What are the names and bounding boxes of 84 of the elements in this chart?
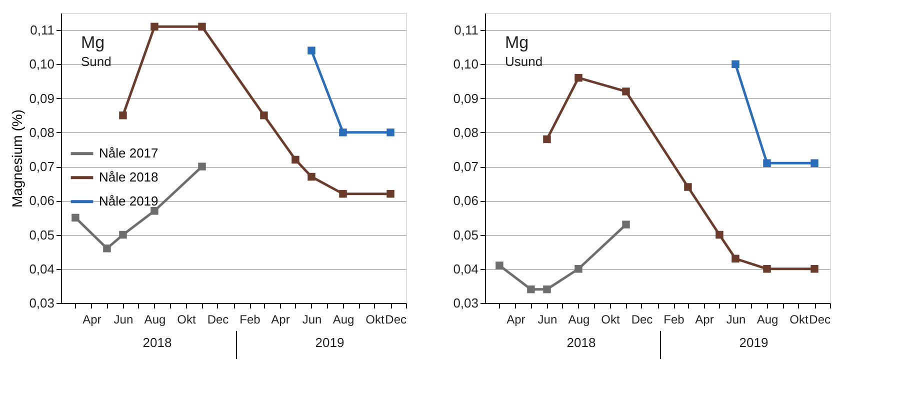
y-tick-label: 0,07: [29, 159, 54, 174]
point: [810, 159, 818, 167]
legend-label: Nåle 2019: [99, 194, 158, 209]
point: [339, 128, 347, 136]
x-tick-label: Aug: [144, 312, 166, 326]
y-tick-label: 0,04: [29, 261, 54, 276]
legend-label: Nåle 2018: [99, 170, 158, 185]
x-tick-label: Dec: [385, 312, 406, 326]
y-tick-label: 0,09: [453, 90, 478, 106]
x-tick-label: Aug: [756, 312, 778, 326]
x-tick-label: Dec: [207, 312, 229, 326]
point: [810, 265, 818, 273]
y-tick-label: 0,08: [453, 124, 478, 140]
point: [198, 162, 206, 170]
y-tick-label: 0,09: [29, 90, 54, 106]
point: [308, 46, 316, 54]
x-tick-label: Apr: [695, 312, 714, 326]
point: [716, 230, 724, 239]
x-tick-label: Okt: [790, 312, 809, 326]
point: [732, 254, 740, 263]
point: [763, 159, 771, 167]
y-tick-label: 0,07: [453, 159, 478, 174]
y-tick-label: 0,04: [453, 261, 478, 276]
y-tick-label: 0,06: [453, 193, 478, 208]
point: [292, 156, 300, 164]
x-tick-label: Jun: [538, 312, 558, 326]
point: [198, 22, 206, 31]
y-tick-label: 0,03: [29, 296, 54, 310]
point: [72, 214, 80, 222]
x-tick-label: Jun: [726, 312, 746, 326]
text: 2019: [739, 335, 768, 350]
text: Mg: [505, 33, 529, 52]
point: [574, 265, 582, 273]
y-tick-label: 0,05: [453, 227, 478, 242]
point: [732, 60, 740, 68]
x-tick-label: Feb: [240, 312, 261, 326]
point: [119, 230, 127, 239]
point: [543, 135, 551, 144]
point: [543, 285, 551, 294]
point: [386, 190, 394, 198]
y-tick-label: 0,03: [453, 296, 478, 310]
text: 2019: [315, 335, 344, 350]
x-tick-label: Okt: [366, 312, 385, 326]
point: [260, 111, 268, 120]
point: [622, 88, 630, 96]
y-tick-label: 0,08: [29, 124, 54, 140]
legend-label: Nåle 2017: [99, 146, 158, 161]
y-tick-label: 0,10: [453, 56, 478, 72]
point: [386, 128, 394, 136]
x-tick-label: Jun: [302, 312, 322, 326]
point: [496, 262, 504, 270]
text: Sund: [81, 54, 112, 69]
x-tick-label: Apr: [271, 312, 290, 326]
point: [574, 74, 582, 82]
point: [103, 244, 111, 252]
point: [527, 285, 535, 294]
x-tick-label: Dec: [631, 312, 653, 326]
x-tick-label: Aug: [568, 312, 590, 326]
y-axis-title: Magnesium (%): [9, 109, 26, 208]
x-tick-label: Okt: [177, 312, 196, 326]
y-tick-label: 0,11: [454, 22, 478, 38]
text: Mg: [81, 33, 105, 52]
y-tick-label: 0,06: [29, 193, 54, 208]
text: 2018: [566, 335, 596, 350]
point: [150, 207, 158, 215]
x-tick-label: Dec: [809, 312, 830, 326]
y-tick-label: 0,11: [30, 22, 54, 38]
text: Usund: [505, 54, 543, 69]
point: [339, 190, 347, 198]
text: 2018: [142, 335, 172, 350]
x-tick-label: Apr: [82, 312, 102, 326]
point: [308, 172, 316, 181]
point: [150, 22, 158, 31]
point: [622, 220, 630, 228]
point: [119, 111, 127, 120]
x-tick-label: Feb: [664, 312, 685, 326]
y-tick-label: 0,10: [29, 56, 54, 72]
point: [684, 183, 692, 191]
point: [763, 265, 771, 273]
x-tick-label: Apr: [506, 312, 526, 326]
x-tick-label: Jun: [114, 312, 134, 326]
x-tick-label: Okt: [601, 312, 620, 326]
y-tick-label: 0,05: [29, 227, 54, 242]
x-tick-label: Aug: [332, 312, 354, 326]
